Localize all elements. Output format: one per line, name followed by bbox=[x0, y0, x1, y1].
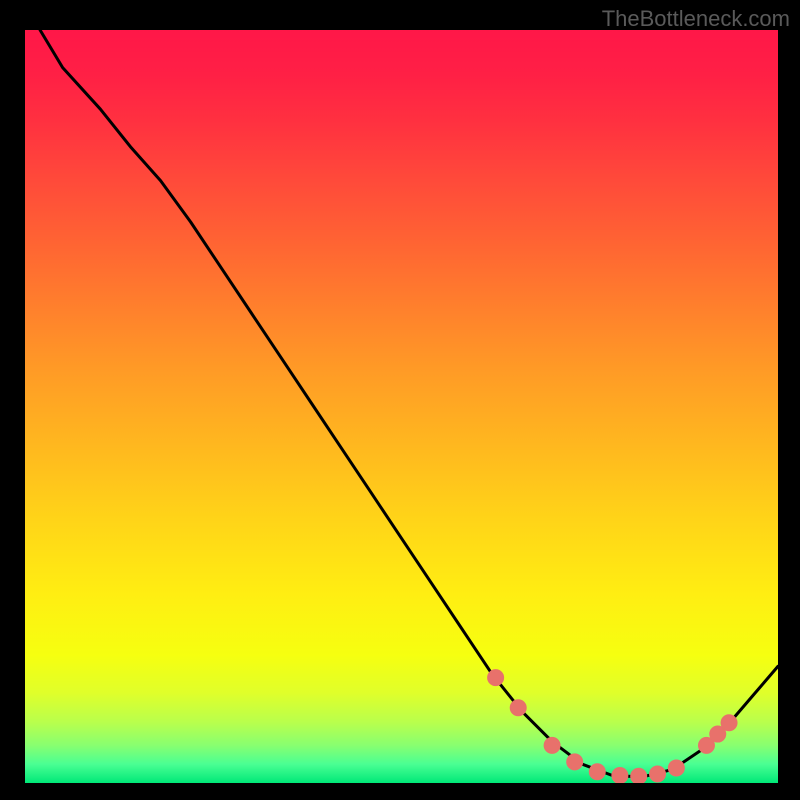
markers-group bbox=[488, 670, 737, 783]
data-marker bbox=[510, 700, 526, 716]
data-marker bbox=[567, 754, 583, 770]
chart-stage: TheBottleneck.com bbox=[0, 0, 800, 800]
bottleneck-curve bbox=[40, 30, 778, 777]
data-marker bbox=[488, 670, 504, 686]
plot-area bbox=[25, 30, 778, 783]
data-marker bbox=[631, 768, 647, 783]
data-marker bbox=[544, 737, 560, 753]
curve-layer bbox=[25, 30, 778, 783]
data-marker bbox=[589, 764, 605, 780]
data-marker bbox=[650, 766, 666, 782]
watermark-text: TheBottleneck.com bbox=[602, 6, 790, 32]
data-marker bbox=[612, 767, 628, 783]
data-marker bbox=[721, 715, 737, 731]
data-marker bbox=[668, 760, 684, 776]
